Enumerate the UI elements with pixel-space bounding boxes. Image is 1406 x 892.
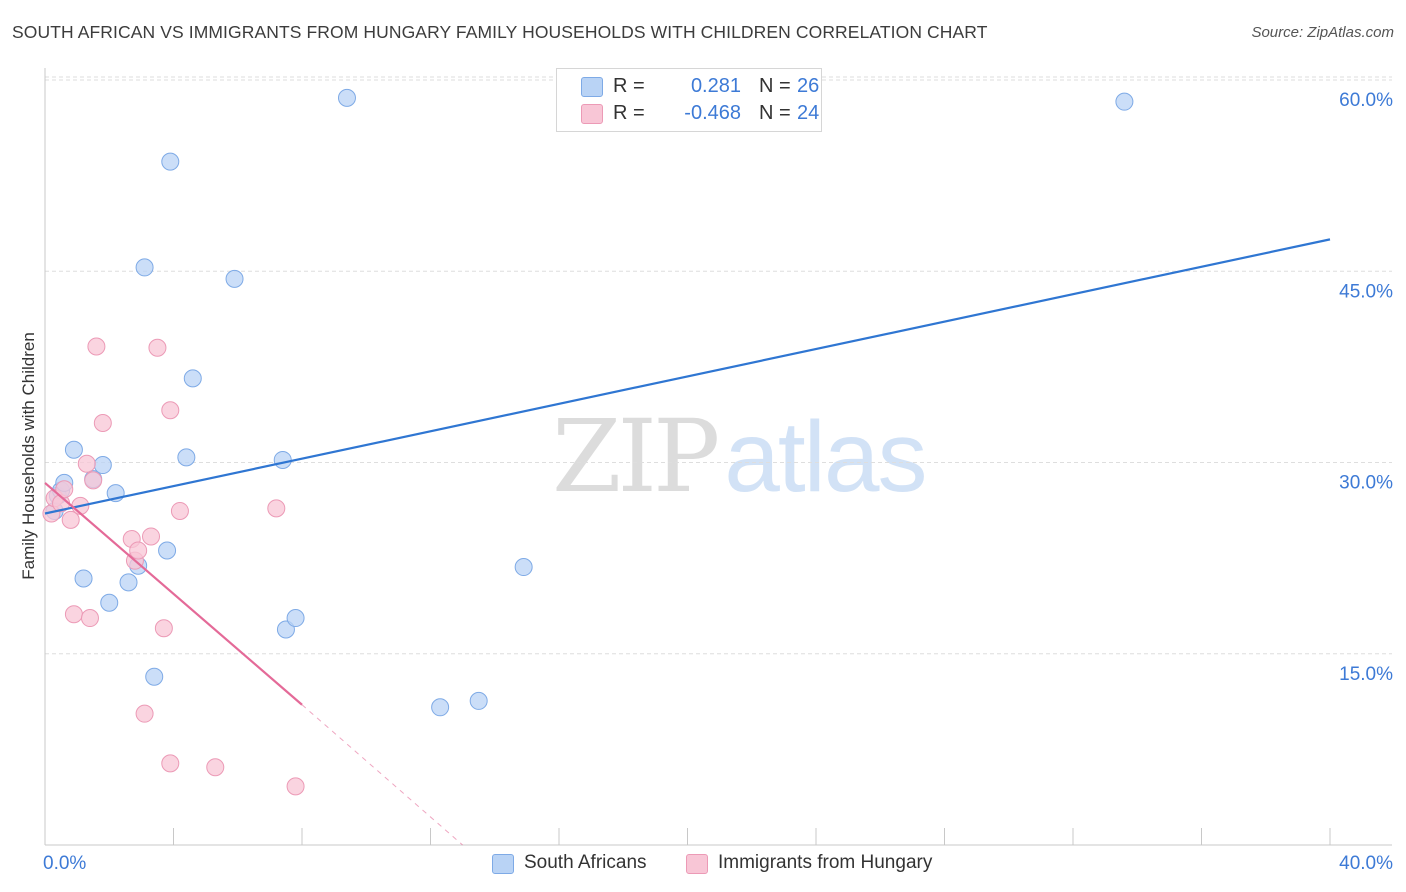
legend-r-label: R = <box>613 75 645 97</box>
scatter-point-immigrants-hungary <box>286 777 305 796</box>
scatter-point-south-africans <box>177 448 196 467</box>
watermark-zip: ZIP <box>552 398 720 515</box>
scatter-point-immigrants-hungary <box>206 758 225 777</box>
scatter-point-south-africans <box>514 558 533 577</box>
x-tick-label: 40.0% <box>1339 853 1393 874</box>
scatter-point-immigrants-hungary <box>77 454 96 473</box>
scatter-point-immigrants-hungary <box>87 337 106 356</box>
legend-r-value: 0.281 <box>690 75 741 97</box>
bottom-legend-swatch-blue <box>492 854 514 874</box>
y-axis-label: Family Households with Children <box>19 332 38 580</box>
scatter-point-south-africans <box>158 541 177 560</box>
legend-swatch-blue <box>581 77 603 97</box>
scatter-point-immigrants-hungary <box>55 480 74 499</box>
scatter-point-immigrants-hungary <box>64 605 83 624</box>
scatter-point-immigrants-hungary <box>93 413 112 432</box>
scatter-point-immigrants-hungary <box>84 471 103 490</box>
scatter-point-south-africans <box>119 573 138 592</box>
scatter-point-immigrants-hungary <box>161 401 180 420</box>
trend-line-immigrants-hungary <box>44 482 303 706</box>
scatter-point-immigrants-hungary <box>135 704 154 723</box>
scatter-point-south-africans <box>286 609 305 628</box>
scatter-point-south-africans <box>276 620 295 639</box>
trend-line-extension-immigrants-hungary <box>301 704 463 846</box>
bottom-legend-label: Immigrants from Hungary <box>718 852 933 873</box>
correlation-legend: R = 0.281 N = 26 R = -0.468 N = 24 <box>556 68 822 132</box>
scatter-point-south-africans <box>161 152 180 171</box>
scatter-point-south-africans <box>183 369 202 388</box>
y-tick-label: 15.0% <box>1339 664 1393 685</box>
source-label: Source: ZipAtlas.com <box>1251 24 1394 41</box>
y-tick-label: 30.0% <box>1339 473 1393 494</box>
scatter-point-south-africans <box>337 88 356 107</box>
legend-r-label: R = <box>613 102 645 124</box>
trend-line-south-africans <box>44 238 1331 515</box>
scatter-point-immigrants-hungary <box>154 619 173 638</box>
scatter-point-immigrants-hungary <box>142 527 161 546</box>
y-tick-label: 45.0% <box>1339 281 1393 302</box>
y-tick-label: 60.0% <box>1339 90 1393 111</box>
scatter-point-immigrants-hungary <box>161 754 180 773</box>
watermark-atlas: atlas <box>724 401 927 513</box>
scatter-point-south-africans <box>469 691 488 710</box>
legend-n-label: N = <box>759 102 791 124</box>
scatter-point-immigrants-hungary <box>80 609 99 628</box>
x-tick-label: 0.0% <box>43 853 86 874</box>
bottom-legend-swatch-pink <box>686 854 708 874</box>
scatter-point-immigrants-hungary <box>129 541 148 560</box>
scatter-point-south-africans <box>431 698 450 717</box>
scatter-point-immigrants-hungary <box>170 501 189 520</box>
scatter-point-south-africans <box>64 440 83 459</box>
scatter-point-south-africans <box>74 569 93 588</box>
scatter-point-immigrants-hungary <box>148 338 167 357</box>
legend-r-value: -0.468 <box>684 102 741 124</box>
scatter-point-south-africans <box>273 450 292 469</box>
bottom-legend-label: South Africans <box>524 852 647 873</box>
chart-title: SOUTH AFRICAN VS IMMIGRANTS FROM HUNGARY… <box>12 22 988 42</box>
legend-n-label: N = <box>759 75 791 97</box>
scatter-point-south-africans <box>225 269 244 288</box>
watermark: ZIPatlas <box>552 398 928 515</box>
scatter-point-immigrants-hungary <box>61 510 80 529</box>
scatter-point-south-africans <box>100 593 119 612</box>
scatter-point-immigrants-hungary <box>267 499 286 518</box>
scatter-point-south-africans <box>135 258 154 277</box>
legend-n-value: 26 <box>797 75 820 97</box>
scatter-point-south-africans <box>1115 92 1134 111</box>
scatter-point-south-africans <box>93 456 112 475</box>
legend-swatch-pink <box>581 104 603 124</box>
legend-n-value: 24 <box>797 102 820 124</box>
scatter-point-south-africans <box>145 667 164 686</box>
